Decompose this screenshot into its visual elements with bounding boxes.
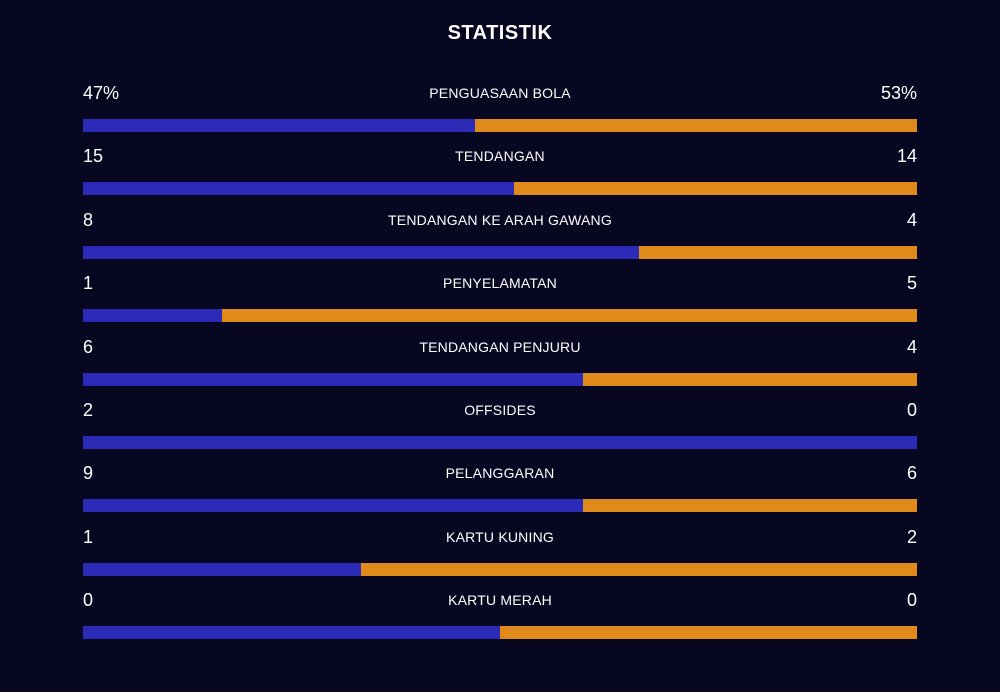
stat-label: PELANGGARAN	[445, 465, 555, 482]
stat-label: TENDANGAN	[455, 148, 545, 165]
stat-row-corners: 6 TENDANGAN PENJURU 4	[83, 334, 917, 397]
home-value: 0	[83, 590, 94, 611]
away-value: 53%	[880, 83, 917, 103]
comparison-bar	[83, 435, 917, 449]
away-value: 0	[906, 399, 917, 420]
stat-row-yellow-cards: 1 KARTU KUNING 2	[83, 524, 917, 587]
stat-header: 0 KARTU MERAH 0	[83, 587, 917, 613]
stat-row-saves: 1 PENYELAMATAN 5	[83, 270, 917, 333]
stat-label: KARTU MERAH	[448, 592, 552, 609]
away-value: 14	[896, 146, 917, 167]
away-value: 6	[906, 463, 917, 484]
home-value: 8	[83, 209, 94, 230]
stat-row-red-cards: 0 KARTU MERAH 0	[83, 587, 917, 650]
stat-row-offsides: 2 OFFSIDES 0	[83, 397, 917, 460]
away-bar	[639, 245, 917, 259]
home-bar	[83, 309, 223, 323]
home-bar	[83, 119, 475, 132]
away-bar	[500, 626, 917, 640]
away-value: 2	[906, 526, 917, 547]
stat-header: 47% PENGUASAAN BOLA 53%	[83, 80, 917, 106]
comparison-bar	[83, 499, 917, 513]
home-value: 1	[83, 273, 94, 294]
stat-label: TENDANGAN PENJURU	[419, 338, 581, 355]
home-bar	[83, 435, 917, 449]
home-value: 15	[83, 146, 104, 167]
stat-label: TENDANGAN KE ARAH GAWANG	[388, 211, 612, 228]
stat-header: 1 KARTU KUNING 2	[83, 524, 917, 550]
stat-label: PENGUASAAN BOLA	[429, 85, 571, 101]
away-value: 4	[906, 336, 917, 357]
away-bar	[474, 119, 917, 132]
stat-header: 9 PELANGGARAN 6	[83, 460, 917, 486]
home-value: 47%	[83, 83, 120, 103]
stat-header: 1 PENYELAMATAN 5	[83, 270, 917, 296]
home-bar	[83, 182, 515, 196]
home-bar	[83, 245, 640, 259]
away-value: 5	[906, 273, 917, 294]
away-bar	[583, 499, 917, 513]
stat-header: 6 TENDANGAN PENJURU 4	[83, 334, 917, 360]
comparison-bar	[83, 309, 917, 323]
stat-header: 15 TENDANGAN 14	[83, 143, 917, 169]
stat-list: 47% PENGUASAAN BOLA 53% 15 TENDANGAN 14	[83, 80, 917, 651]
comparison-bar	[83, 372, 917, 386]
comparison-bar	[83, 119, 917, 132]
away-bar	[360, 562, 917, 576]
stat-label: PENYELAMATAN	[443, 275, 557, 292]
stat-header: 8 TENDANGAN KE ARAH GAWANG 4	[83, 207, 917, 233]
stat-row-shots: 15 TENDANGAN 14	[83, 143, 917, 206]
home-bar	[83, 499, 584, 513]
home-value: 1	[83, 526, 94, 547]
stat-label: KARTU KUNING	[446, 528, 554, 545]
away-value: 4	[906, 209, 917, 230]
home-value: 2	[83, 399, 94, 420]
comparison-bar	[83, 245, 917, 259]
away-bar	[514, 182, 917, 196]
home-value: 9	[83, 463, 94, 484]
home-bar	[83, 562, 361, 576]
comparison-bar	[83, 562, 917, 576]
away-value: 0	[906, 590, 917, 611]
home-value: 6	[83, 336, 94, 357]
comparison-bar	[83, 626, 917, 640]
stat-label: OFFSIDES	[464, 401, 536, 418]
stat-row-fouls: 9 PELANGGARAN 6	[83, 460, 917, 523]
home-bar	[83, 372, 584, 386]
stat-row-possession: 47% PENGUASAAN BOLA 53%	[83, 80, 917, 143]
away-bar	[583, 372, 917, 386]
home-bar	[83, 626, 500, 640]
comparison-bar	[83, 182, 917, 196]
stat-header: 2 OFFSIDES 0	[83, 397, 917, 423]
away-bar	[222, 309, 917, 323]
panel-title: STATISTIK	[447, 22, 553, 44]
stat-row-shots-on-target: 8 TENDANGAN KE ARAH GAWANG 4	[83, 207, 917, 270]
